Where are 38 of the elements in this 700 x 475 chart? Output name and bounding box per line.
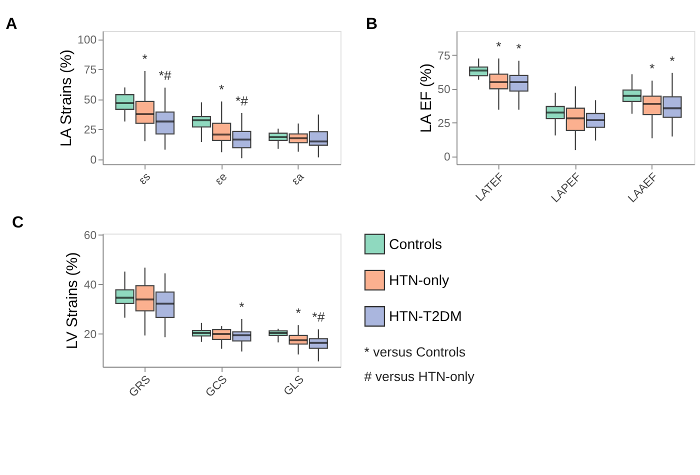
x-tick-label: GLS (282, 373, 307, 398)
text: *# (312, 310, 325, 325)
text: *# (158, 68, 172, 84)
y-tick-label: 25 (438, 118, 450, 130)
y-axis-title: LV Strains (%) (64, 252, 82, 350)
legend-label: HTN-T2DM (388, 309, 462, 326)
text: * (650, 61, 655, 76)
y-tick-label: 40 (84, 279, 97, 292)
y-tick-label: 50 (438, 84, 450, 96)
x-tick-label: εa (290, 170, 307, 188)
y-tick-label: 50 (84, 94, 97, 107)
y-tick-label: 0 (90, 154, 97, 167)
y-axis-title: LA EF (%) (418, 63, 435, 133)
text: * (142, 51, 148, 66)
y-tick-label: 75 (438, 50, 450, 63)
text: * (516, 41, 522, 56)
text: * (219, 82, 224, 97)
legend-label: HTN-only (388, 272, 450, 289)
y-tick-label: 100 (78, 34, 97, 47)
text: * versus Controls (364, 344, 466, 360)
chart-title: A (6, 15, 18, 34)
text: # versus HTN-only (364, 369, 475, 384)
y-tick-label: 0 (444, 151, 450, 164)
y-tick-label: 20 (84, 328, 97, 341)
text: * (496, 38, 502, 54)
y-tick-label: 60 (84, 230, 97, 242)
text: *# (235, 93, 248, 108)
text: * (239, 299, 244, 314)
chart-title: C (12, 213, 24, 232)
y-tick-label: 75 (84, 64, 97, 77)
text: * (296, 306, 301, 320)
y-tick-label: 25 (84, 124, 97, 137)
y-axis-title: LA Strains (%) (58, 50, 75, 147)
legend-label: Controls (388, 236, 442, 253)
text: * (670, 53, 675, 68)
chart-title: B (366, 15, 378, 34)
x-tick-label: εe (213, 171, 230, 188)
x-tick-label: εs (136, 170, 154, 188)
